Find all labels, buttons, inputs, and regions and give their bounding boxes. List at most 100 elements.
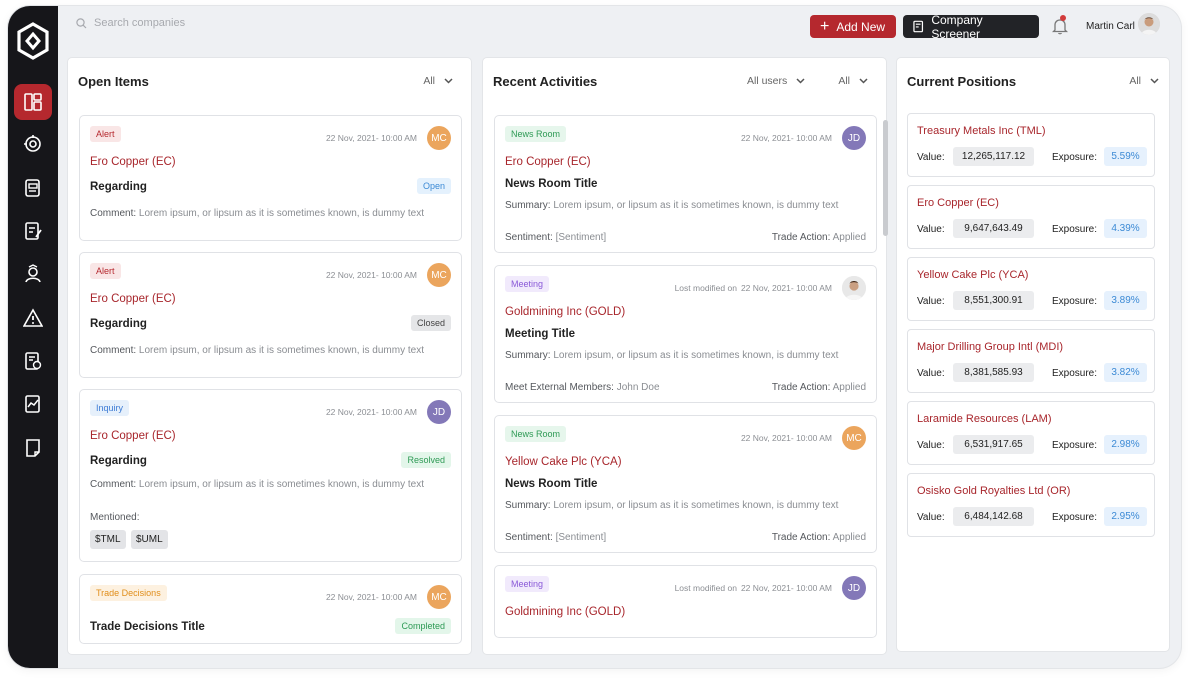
position-value: 6,531,917.65: [953, 435, 1034, 454]
avatar: MC: [842, 426, 866, 450]
nav-reports-icon[interactable]: [14, 343, 52, 379]
value-label: Value:: [917, 368, 945, 379]
nav-dashboard-icon[interactable]: [14, 84, 52, 120]
nav-cycle-icon[interactable]: [14, 126, 52, 162]
comment-text: Lorem ipsum, or lipsum as it is sometime…: [138, 208, 424, 219]
item-date: 22 Nov, 2021- 10:00 AM: [325, 133, 417, 143]
avatar: JD: [842, 576, 866, 600]
app-frame: Search companies + Add New Company Scree…: [8, 6, 1181, 668]
nav-alert-icon[interactable]: [14, 300, 52, 336]
avatar: MC: [427, 585, 451, 609]
nav-notes-icon[interactable]: [14, 213, 52, 249]
company-link[interactable]: Ero Copper (EC): [90, 293, 176, 305]
open-items-filter[interactable]: All: [423, 75, 453, 87]
mention-chip[interactable]: $TML: [90, 530, 126, 549]
company-screener-button[interactable]: Company Screener: [903, 12, 1039, 41]
value-label: Value:: [917, 440, 945, 451]
summary-text: Lorem ipsum, or lipsum as it is sometime…: [553, 500, 839, 511]
app-logo[interactable]: [16, 22, 50, 60]
company-link[interactable]: Goldmining Inc (GOLD): [505, 606, 626, 618]
recent-activities-panel: Recent Activities All users All News Roo…: [482, 57, 887, 655]
nav-trades-icon[interactable]: [14, 386, 52, 422]
position-card[interactable]: Osisko Gold Royalties Ltd (OR) Value: 6,…: [907, 473, 1155, 537]
open-item-card[interactable]: Inquiry 22 Nov, 2021- 10:00 AM JD Ero Co…: [79, 389, 462, 562]
trade-action-label: Trade Action:: [771, 382, 831, 393]
activity-date: 22 Nov, 2021- 10:00 AM: [740, 433, 832, 443]
company-link[interactable]: Ero Copper (EC): [90, 156, 176, 168]
status-badge: Resolved: [401, 452, 451, 468]
nav-screener-icon[interactable]: [14, 170, 52, 206]
company-link[interactable]: Ero Copper (EC): [90, 430, 176, 442]
summary-line: Summary: Lorem ipsum, or lipsum as it is…: [505, 200, 838, 211]
summary-label: Summary:: [505, 500, 551, 511]
mention-chip[interactable]: $UML: [131, 530, 168, 549]
activity-card[interactable]: Meeting Lost modified on 22 Nov, 2021- 10…: [494, 265, 877, 403]
position-card[interactable]: Laramide Resources (LAM) Value: 6,531,91…: [907, 401, 1155, 465]
value-label: Value:: [917, 152, 945, 163]
user-avatar[interactable]: [1138, 13, 1160, 35]
position-exposure: 3.82%: [1104, 363, 1147, 382]
position-name[interactable]: Treasury Metals Inc (TML): [917, 125, 1046, 137]
item-title: Regarding: [90, 455, 147, 467]
tag-alert: Alert: [90, 126, 121, 142]
company-link[interactable]: Ero Copper (EC): [505, 156, 591, 168]
summary-line: Summary: Lorem ipsum, or lipsum as it is…: [505, 350, 838, 361]
external-members-value: John Doe: [616, 382, 660, 393]
comment-label: Comment:: [90, 208, 137, 219]
position-card[interactable]: Major Drilling Group Intl (MDI) Value: 8…: [907, 329, 1155, 393]
open-item-card[interactable]: Alert 22 Nov, 2021- 10:00 AM MC Ero Copp…: [79, 115, 462, 241]
activity-date: Lost modified on 22 Nov, 2021- 10:00 AM: [675, 583, 832, 593]
exposure-label: Exposure:: [1052, 152, 1098, 163]
current-positions-title: Current Positions: [907, 74, 1017, 89]
add-new-button[interactable]: + Add New: [810, 15, 896, 38]
trade-action-line: Trade Action: Applied: [772, 382, 866, 393]
nav-documents-icon[interactable]: [14, 430, 52, 466]
open-item-card[interactable]: Trade Decisions 22 Nov, 2021- 10:00 AM M…: [79, 574, 462, 644]
comment-line: Comment: Lorem ipsum, or lipsum as it is…: [90, 479, 424, 490]
position-name[interactable]: Osisko Gold Royalties Ltd (OR): [917, 485, 1071, 497]
position-value: 8,551,300.91: [953, 291, 1034, 310]
trade-action-label: Trade Action:: [771, 232, 831, 243]
activities-scrollbar[interactable]: [883, 120, 888, 236]
position-name[interactable]: Yellow Cake Plc (YCA): [917, 269, 1029, 281]
search-input[interactable]: Search companies: [76, 17, 185, 29]
avatar: MC: [427, 126, 451, 150]
sidebar: [8, 6, 58, 668]
positions-filter[interactable]: All: [1129, 75, 1159, 87]
company-link[interactable]: Yellow Cake Plc (YCA): [505, 456, 622, 468]
company-link[interactable]: Goldmining Inc (GOLD): [505, 306, 626, 318]
users-filter[interactable]: All users: [747, 75, 805, 87]
activity-card[interactable]: News Room 22 Nov, 2021- 10:00 AM JD Ero …: [494, 115, 877, 253]
open-item-card[interactable]: Alert 22 Nov, 2021- 10:00 AM MC Ero Copp…: [79, 252, 462, 378]
activity-card[interactable]: News Room 22 Nov, 2021- 10:00 AM MC Yell…: [494, 415, 877, 553]
position-card[interactable]: Treasury Metals Inc (TML) Value: 12,265,…: [907, 113, 1155, 177]
position-value: 6,484,142.68: [953, 507, 1034, 526]
item-date: 22 Nov, 2021- 10:00 AM: [325, 592, 417, 602]
item-title: Regarding: [90, 181, 147, 193]
modified-date: 22 Nov, 2021- 10:00 AM: [740, 283, 832, 293]
open-items-filter-label: All: [423, 75, 435, 87]
trade-action-value: Applied: [832, 232, 866, 243]
position-card[interactable]: Yellow Cake Plc (YCA) Value: 8,551,300.9…: [907, 257, 1155, 321]
activity-title: News Room Title: [505, 478, 598, 490]
nav-team-icon[interactable]: [14, 256, 52, 292]
position-name[interactable]: Ero Copper (EC): [917, 197, 999, 209]
status-badge: Closed: [410, 315, 451, 331]
summary-line: Summary: Lorem ipsum, or lipsum as it is…: [505, 500, 838, 511]
activity-card[interactable]: Meeting Lost modified on 22 Nov, 2021- 10…: [494, 565, 877, 638]
user-name[interactable]: Martin Carl: [1086, 21, 1135, 32]
position-value: 8,381,585.93: [953, 363, 1034, 382]
open-items-title: Open Items: [78, 74, 149, 89]
activities-filter[interactable]: All: [838, 75, 868, 87]
avatar: MC: [427, 263, 451, 287]
screener-icon: [913, 20, 924, 33]
position-name[interactable]: Major Drilling Group Intl (MDI): [917, 341, 1064, 353]
add-new-label: Add New: [836, 19, 886, 34]
trade-action-line: Trade Action: Applied: [772, 532, 866, 543]
position-name[interactable]: Laramide Resources (LAM): [917, 413, 1052, 425]
company-screener-label: Company Screener: [931, 12, 983, 41]
summary-text: Lorem ipsum, or lipsum as it is sometime…: [553, 200, 839, 211]
position-card[interactable]: Ero Copper (EC) Value: 9,647,643.49 Expo…: [907, 185, 1155, 249]
sentiment-line: Sentiment: [Sentiment]: [505, 232, 606, 243]
position-value: 9,647,643.49: [953, 219, 1034, 238]
